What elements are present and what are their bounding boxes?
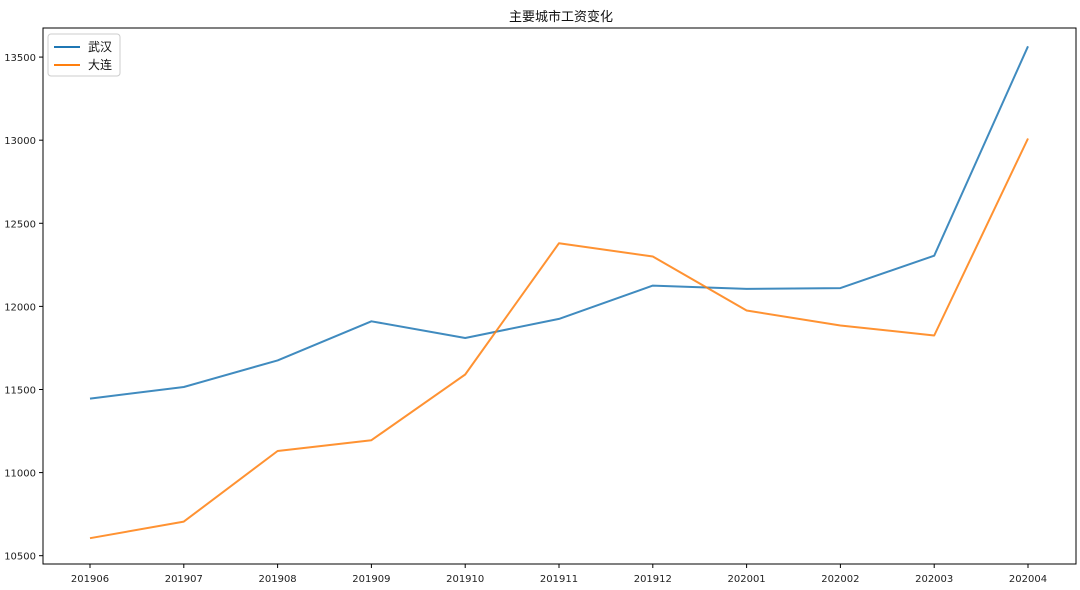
- x-tick-label: 201909: [352, 574, 390, 585]
- series-line-wuhan: [89, 45, 1029, 400]
- legend-label-dalian: 大连: [88, 57, 112, 72]
- chart-title: 主要城市工资变化: [509, 9, 613, 25]
- y-tick-label: 12000: [4, 302, 36, 313]
- y-tick-label: 13500: [4, 53, 36, 64]
- x-tick-label: 202003: [915, 574, 953, 585]
- y-axis: 10500 11000 11500 12000 12500 13000 13500: [4, 53, 43, 563]
- x-tick-label: 202001: [728, 574, 766, 585]
- y-tick-label: 12500: [4, 219, 36, 230]
- x-axis: 201906 201907 201908 201909 201910 201911 2019…: [71, 564, 1047, 585]
- x-tick-label: 201906: [71, 574, 109, 585]
- y-tick-label: 11500: [4, 385, 36, 396]
- series-line-dalian: [89, 138, 1029, 540]
- x-tick-label: 201910: [446, 574, 484, 585]
- x-tick-label: 202004: [1009, 574, 1047, 585]
- y-tick-label: 13000: [4, 136, 36, 147]
- x-tick-label: 201907: [165, 574, 203, 585]
- series-lines: [89, 45, 1029, 540]
- x-tick-label: 201912: [634, 574, 672, 585]
- x-tick-label: 201911: [540, 574, 578, 585]
- legend: 武汉 大连: [47, 33, 121, 77]
- x-tick-label: 201908: [259, 574, 297, 585]
- x-tick-label: 202002: [821, 574, 859, 585]
- legend-label-wuhan: 武汉: [88, 40, 112, 54]
- y-tick-label: 10500: [4, 552, 36, 563]
- plot-area: [42, 27, 1077, 565]
- y-tick-label: 11000: [4, 469, 36, 480]
